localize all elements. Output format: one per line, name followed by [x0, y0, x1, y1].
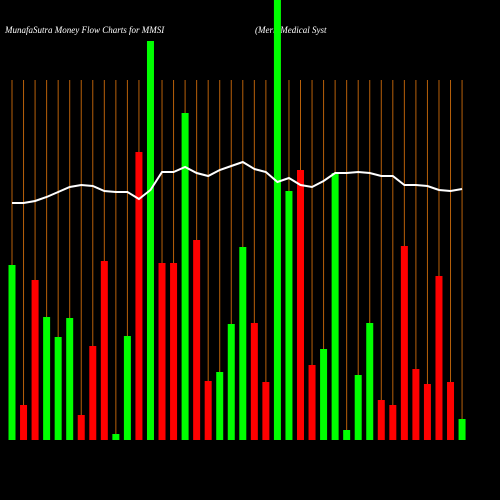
bar	[66, 318, 74, 440]
bar	[227, 324, 235, 440]
bar	[123, 336, 131, 440]
bar	[262, 382, 270, 440]
bar	[273, 0, 281, 440]
bar	[458, 419, 466, 440]
bar	[135, 152, 143, 440]
bar	[377, 400, 385, 440]
bar	[366, 323, 374, 440]
bar	[112, 434, 120, 440]
bar	[158, 263, 166, 440]
bar	[400, 246, 408, 440]
bar	[54, 337, 62, 440]
bar	[216, 372, 224, 440]
bar	[89, 346, 97, 440]
bar	[308, 365, 316, 440]
bar	[354, 375, 362, 440]
bar	[423, 384, 431, 440]
bar	[331, 173, 339, 440]
bar	[100, 261, 108, 440]
bar	[181, 113, 189, 440]
chart-subtitle: (Merit Medical Syst	[255, 25, 327, 35]
bar	[239, 247, 247, 440]
bar	[77, 415, 85, 440]
bar	[20, 405, 28, 440]
bar	[412, 369, 420, 440]
bar	[31, 280, 39, 440]
bar	[389, 405, 397, 440]
bar	[170, 263, 178, 440]
bar	[447, 382, 455, 440]
bar	[435, 276, 443, 440]
bar	[343, 430, 351, 440]
bar	[320, 349, 328, 440]
bar	[193, 240, 201, 440]
bar	[146, 41, 154, 440]
chart-title: MunafaSutra Money Flow Charts for MMSI	[4, 25, 165, 35]
bar	[8, 265, 16, 440]
bar	[285, 191, 293, 440]
bar	[43, 317, 51, 440]
bar	[204, 381, 212, 440]
bar	[297, 170, 304, 440]
line	[12, 160, 463, 204]
bar	[250, 323, 258, 440]
